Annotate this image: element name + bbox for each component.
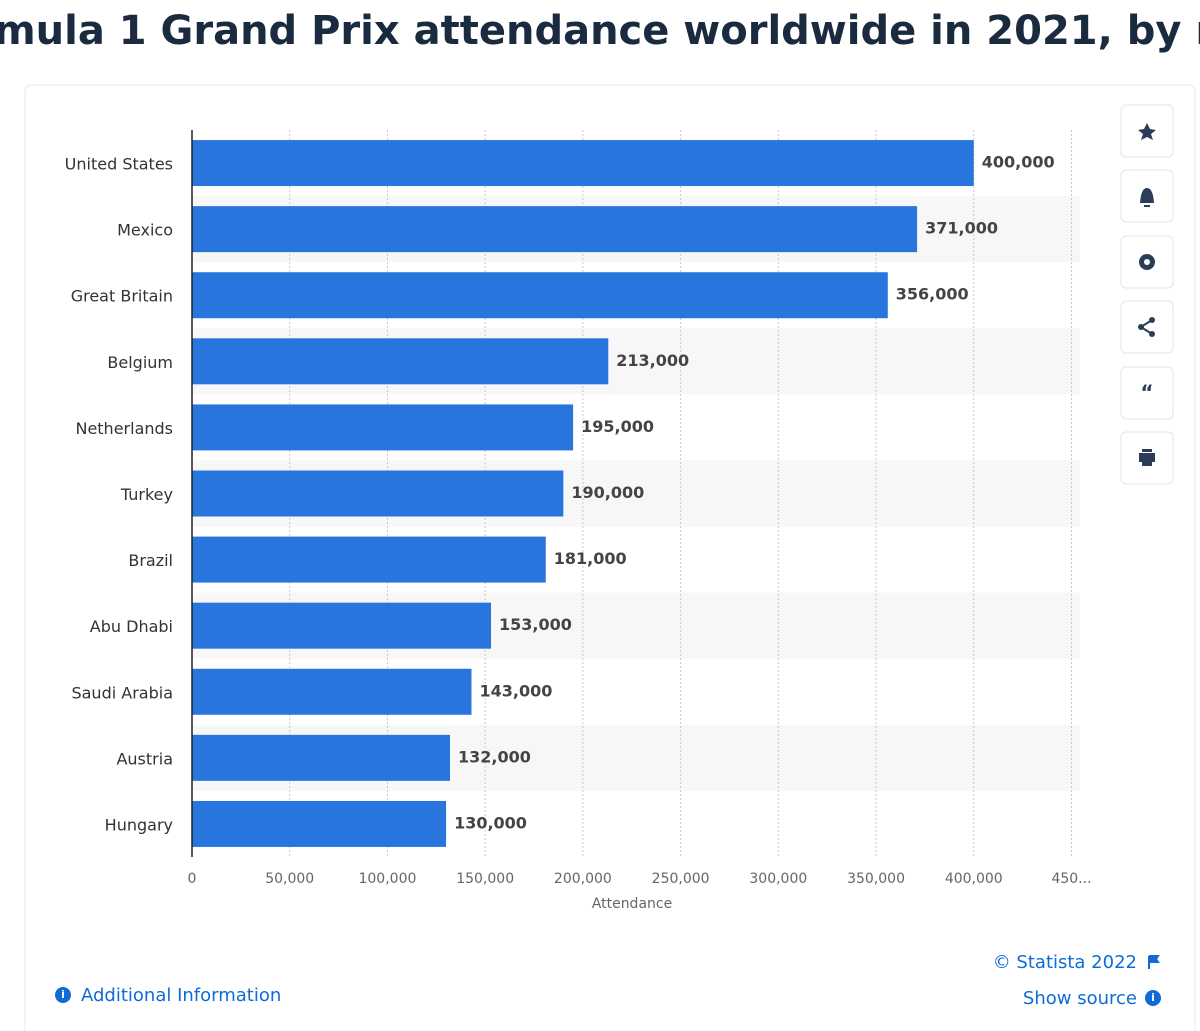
toolbar <box>1120 104 1174 485</box>
value-label: 195,000 <box>581 417 654 436</box>
value-label: 356,000 <box>896 285 969 304</box>
bar <box>192 602 492 649</box>
x-tick-label: 450... <box>1051 871 1091 887</box>
x-tick-label: 350,000 <box>847 871 905 887</box>
value-label: 143,000 <box>479 681 552 700</box>
value-label: 132,000 <box>458 747 531 766</box>
x-tick-label: 150,000 <box>456 871 514 887</box>
value-label: 153,000 <box>499 615 572 634</box>
info-icon <box>55 987 71 1003</box>
chart-title: Formula 1 Grand Prix attendance worldwid… <box>0 8 1200 54</box>
category-label: Netherlands <box>75 419 173 438</box>
category-label: Saudi Arabia <box>71 683 173 702</box>
bar <box>192 470 564 517</box>
gear-hole <box>1144 259 1150 265</box>
category-label: Hungary <box>105 815 173 834</box>
bar <box>192 272 888 319</box>
bar <box>192 800 447 847</box>
category-label: Great Britain <box>71 287 173 306</box>
x-tick-label: 300,000 <box>749 871 807 887</box>
bar <box>192 734 450 781</box>
share-lines <box>1140 319 1153 335</box>
bar <box>192 536 546 583</box>
x-tick-label: 200,000 <box>554 871 612 887</box>
info-icon-glyph: i <box>1151 991 1155 1004</box>
bar <box>192 206 918 253</box>
x-tick-label: 100,000 <box>358 871 416 887</box>
category-label: Belgium <box>107 353 173 372</box>
category-label: Mexico <box>117 221 173 240</box>
value-label: 371,000 <box>925 219 998 238</box>
value-label: 400,000 <box>982 153 1055 172</box>
bar <box>192 338 609 385</box>
credit[interactable]: © Statista 2022 <box>993 952 1137 973</box>
x-tick-label: 250,000 <box>652 871 710 887</box>
value-label: 181,000 <box>554 549 627 568</box>
x-tick-label: 400,000 <box>945 871 1003 887</box>
value-label: 213,000 <box>616 351 689 370</box>
cite-button[interactable] <box>1120 366 1174 420</box>
quote-icon: “ <box>1140 381 1153 405</box>
value-label: 190,000 <box>571 483 644 502</box>
info-icon-glyph: i <box>61 988 65 1001</box>
x-tick-label: 50,000 <box>265 871 314 887</box>
card <box>24 84 1196 1031</box>
category-label: Brazil <box>128 551 173 570</box>
print-icon <box>1139 449 1155 466</box>
category-label: Abu Dhabi <box>90 617 173 636</box>
show-source-link[interactable]: Show source <box>1023 988 1137 1009</box>
toolbar-icons: “ <box>1138 123 1156 466</box>
bar <box>192 668 472 715</box>
category-label: United States <box>65 155 173 174</box>
bar <box>192 404 574 451</box>
value-label: 130,000 <box>454 813 527 832</box>
bell-icon <box>1140 188 1154 207</box>
bar <box>192 140 974 187</box>
x-axis-label: Attendance <box>592 896 672 912</box>
category-label: Turkey <box>120 485 173 504</box>
x-tick-label: 0 <box>188 871 197 887</box>
share-button[interactable] <box>1120 300 1174 354</box>
additional-info-link[interactable]: Additional Information <box>81 985 281 1006</box>
category-label: Austria <box>116 749 173 768</box>
info-icon <box>1145 990 1161 1006</box>
star-icon <box>1138 123 1156 140</box>
flag-icon <box>1148 955 1160 969</box>
